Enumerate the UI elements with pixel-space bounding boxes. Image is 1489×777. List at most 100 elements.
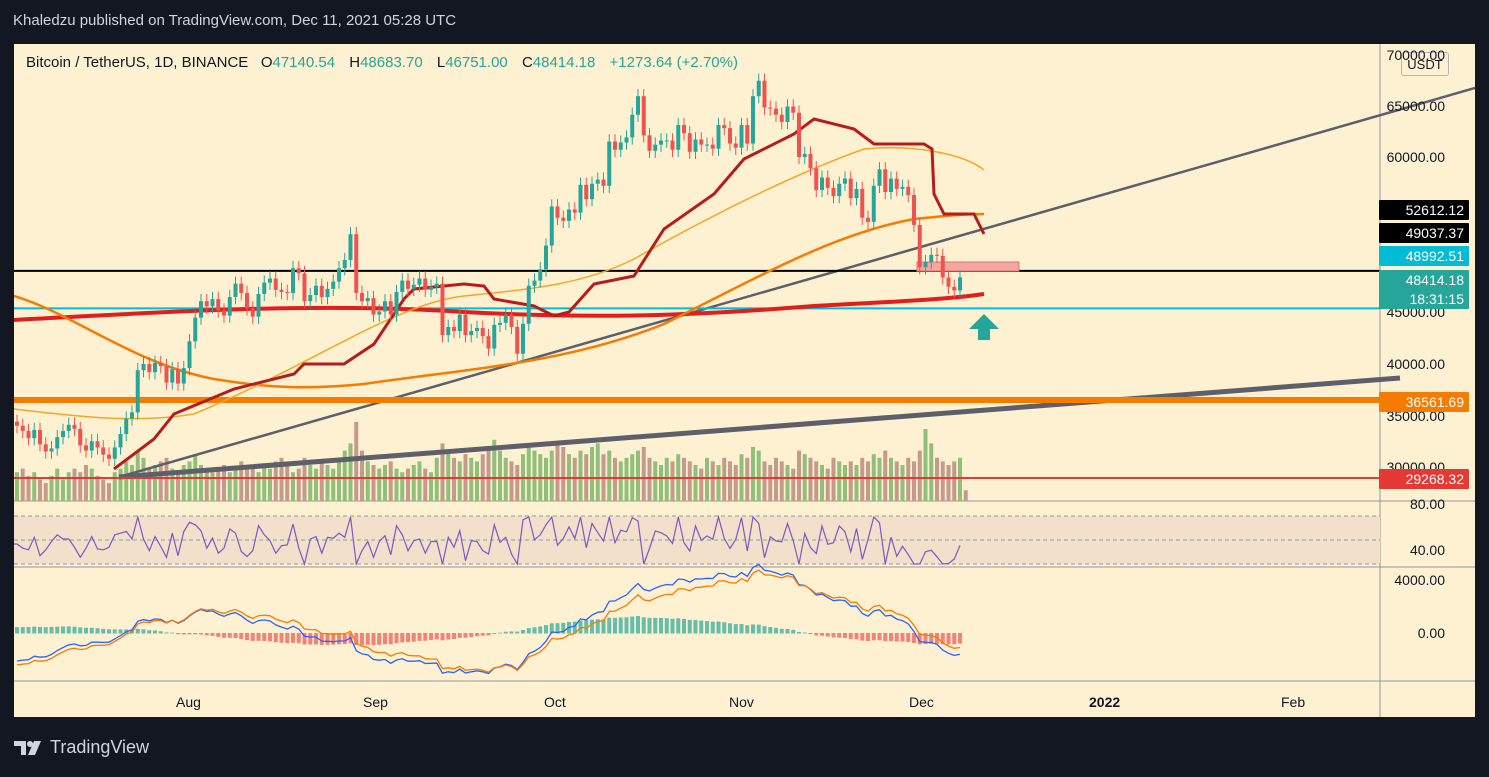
macd-histogram-bar xyxy=(486,633,491,636)
macd-histogram-bar xyxy=(641,617,646,634)
macd-histogram-bar xyxy=(664,618,669,634)
candle-body xyxy=(797,112,801,157)
candle-body xyxy=(843,178,847,184)
candle-body xyxy=(693,139,698,152)
candle-body xyxy=(503,314,508,323)
candle-body xyxy=(831,187,836,197)
volume-bar xyxy=(710,461,715,501)
volume-bar xyxy=(239,461,244,501)
candle-body xyxy=(607,141,612,186)
candle-body xyxy=(135,370,140,413)
price-chart[interactable] xyxy=(14,44,1475,717)
volume-bar xyxy=(342,450,347,501)
volume-bar xyxy=(360,450,364,501)
macd-histogram-bar xyxy=(417,633,422,641)
volume-bar xyxy=(411,465,416,501)
volume-bar xyxy=(509,461,514,501)
volume-bar xyxy=(762,461,767,501)
volume-bar xyxy=(210,472,215,501)
time-label-nov: Nov xyxy=(729,694,754,710)
volume-bar xyxy=(383,465,387,501)
currency-button[interactable]: USDT xyxy=(1401,52,1449,76)
macd-histogram-bar xyxy=(837,633,842,638)
candle-body xyxy=(653,144,658,151)
volume-bar xyxy=(607,450,612,501)
macd-histogram-bar xyxy=(279,633,284,643)
candle-body xyxy=(521,323,525,354)
volume-bar xyxy=(107,483,111,501)
macd-histogram-bar xyxy=(95,628,100,634)
candle-body xyxy=(751,96,755,144)
chart-panel[interactable]: Bitcoin / TetherUS, 1D, BINANCE O47140.5… xyxy=(14,44,1475,717)
volume-bar xyxy=(302,457,307,501)
volume-bar xyxy=(561,447,566,501)
candle-body xyxy=(429,286,433,290)
candle-body xyxy=(791,106,796,113)
macd-histogram-bar xyxy=(245,633,249,641)
macd-histogram-bar xyxy=(55,626,60,634)
macd-histogram-bar xyxy=(233,633,238,639)
volume-bar xyxy=(670,461,675,501)
candle-body xyxy=(210,299,215,307)
macd-histogram-bar xyxy=(371,633,376,646)
volume-bar xyxy=(883,450,888,501)
macd-histogram-bar xyxy=(32,626,37,634)
macd-histogram-bar xyxy=(889,633,893,641)
volume-bar xyxy=(256,472,261,501)
volume-bar xyxy=(406,468,410,501)
volume-bar xyxy=(187,461,192,501)
volume-bar xyxy=(894,461,899,501)
candle-body xyxy=(538,269,543,281)
macd-histogram-bar xyxy=(745,625,750,634)
volume-bar xyxy=(929,443,934,501)
volume-bar xyxy=(371,465,376,501)
close-label: C xyxy=(521,54,533,71)
resistance-box xyxy=(916,261,1020,272)
high-label: H xyxy=(349,54,361,71)
candle-body xyxy=(469,331,474,336)
candle-body xyxy=(434,283,439,287)
candle-body xyxy=(302,273,307,302)
macd-histogram-bar xyxy=(912,633,916,643)
volume-bar xyxy=(388,461,393,501)
candle-body xyxy=(641,96,646,136)
candle-body xyxy=(204,301,209,307)
volume-bar xyxy=(515,465,520,501)
candle-body xyxy=(699,139,704,145)
volume-bar xyxy=(659,465,663,501)
macd-histogram-bar xyxy=(503,631,508,634)
volume-bar xyxy=(227,472,232,501)
candle-body xyxy=(89,441,94,451)
macd-histogram-bar xyxy=(958,633,962,644)
candle-body xyxy=(664,140,669,142)
candle-body xyxy=(411,284,416,289)
macd-histogram-bar xyxy=(440,633,445,641)
countdown-tag: 18:31:15 xyxy=(1379,289,1469,309)
macd-histogram-bar xyxy=(601,619,606,634)
footer-bar xyxy=(0,733,1489,777)
macd-line xyxy=(16,563,961,675)
volume-bar xyxy=(756,450,761,501)
candle-body xyxy=(808,153,813,169)
volume-bar xyxy=(273,461,278,501)
macd-histogram-bar xyxy=(647,617,652,634)
tradingview-logo[interactable]: TradingView xyxy=(14,737,149,758)
candle-body xyxy=(158,362,163,367)
macd-histogram-bar xyxy=(135,628,140,634)
macd-histogram-bar xyxy=(756,624,761,634)
candle-body xyxy=(216,299,221,311)
macd-histogram-bar xyxy=(653,617,658,634)
candle-body xyxy=(802,153,807,157)
macd-histogram-bar xyxy=(107,629,111,634)
candle-body xyxy=(66,424,71,431)
macd-histogram-bar xyxy=(377,633,382,645)
time-label-oct: Oct xyxy=(544,694,566,710)
macd-histogram-bar xyxy=(89,627,94,634)
volume-bar xyxy=(958,457,962,501)
macd-histogram-bar xyxy=(584,620,589,634)
macd-histogram-bar xyxy=(302,633,307,645)
candle-body xyxy=(296,268,301,274)
volume-bar xyxy=(912,461,916,501)
volume-bar xyxy=(452,457,456,501)
candle-body xyxy=(923,262,928,268)
